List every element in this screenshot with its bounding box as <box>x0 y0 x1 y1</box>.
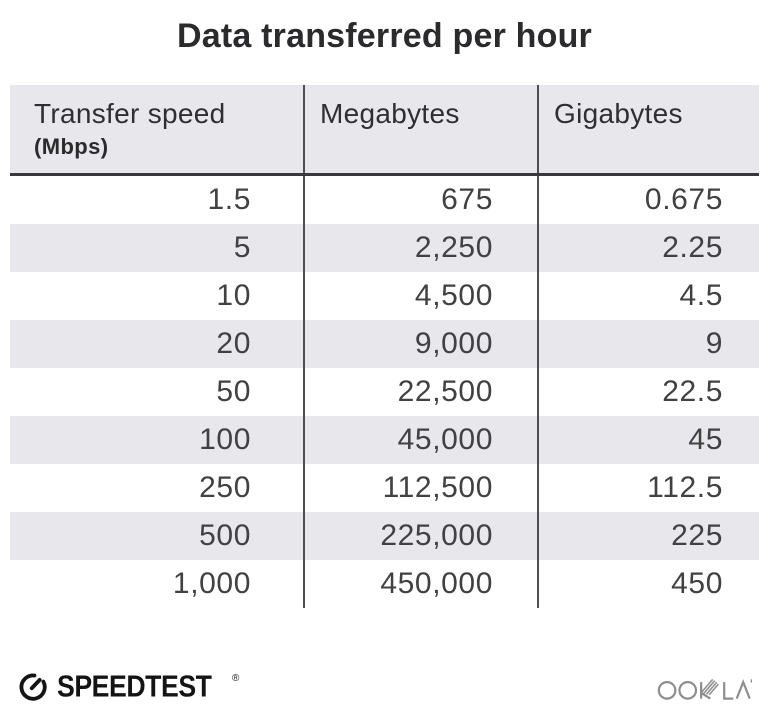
cell-megabytes: 4,500 <box>303 272 537 320</box>
speedtest-logo: SPEEDTEST ® <box>18 669 240 704</box>
column-header-megabytes: Megabytes <box>303 85 537 173</box>
footer: SPEEDTEST ® OOKLA <box>0 666 769 708</box>
cell-megabytes: 112,500 <box>303 464 537 512</box>
cell-speed: 10 <box>216 279 251 312</box>
speedtest-wordmark: SPEEDTEST <box>57 669 212 704</box>
cell-speed: 50 <box>216 375 251 408</box>
cell-megabytes: 22,500 <box>303 368 537 416</box>
page-title: Data transferred per hour <box>177 17 592 55</box>
table-row: 250 112,500 112.5 <box>10 464 759 512</box>
cell-speed: 1,000 <box>172 567 251 600</box>
speedtest-gauge-icon <box>19 673 47 701</box>
ookla-wordmark <box>657 678 753 700</box>
cell-gigabytes: 450 <box>537 560 759 608</box>
cell-gigabytes: 2.25 <box>537 224 759 272</box>
cell-megabytes: 2,250 <box>303 224 537 272</box>
cell-megabytes: 45,000 <box>303 416 537 464</box>
table-row: 500 225,000 225 <box>10 512 759 560</box>
cell-speed: 500 <box>199 519 251 552</box>
table-header-row: Transfer speed (Mbps) Megabytes Gigabyte… <box>10 85 759 176</box>
cell-megabytes: 9,000 <box>303 320 537 368</box>
cell-gigabytes: 225 <box>537 512 759 560</box>
table-row: 1.5 675 0.675 <box>10 176 759 224</box>
column-header-transfer-speed-label: Transfer speed <box>34 98 226 129</box>
registered-trademark-symbol: ® <box>231 672 240 684</box>
cell-gigabytes: 9 <box>537 320 759 368</box>
cell-speed: 100 <box>199 423 251 456</box>
cell-speed: 20 <box>216 327 251 360</box>
data-table: Transfer speed (Mbps) Megabytes Gigabyte… <box>10 85 759 608</box>
column-header-transfer-speed-unit: (Mbps) <box>34 134 109 159</box>
column-header-transfer-speed: Transfer speed (Mbps) <box>10 85 303 173</box>
table-row: 100 45,000 45 <box>10 416 759 464</box>
cell-speed: 5 <box>233 231 251 264</box>
cell-gigabytes: 45 <box>537 416 759 464</box>
table-row: 1,000 450,000 450 <box>10 560 759 608</box>
cell-gigabytes: 0.675 <box>537 176 759 224</box>
cell-gigabytes: 22.5 <box>537 368 759 416</box>
cell-megabytes: 225,000 <box>303 512 537 560</box>
table-row: 20 9,000 9 <box>10 320 759 368</box>
cell-speed: 1.5 <box>207 183 251 216</box>
table-row: 10 4,500 4.5 <box>10 272 759 320</box>
ookla-logo: OOKLA <box>657 673 753 701</box>
cell-speed: 250 <box>199 471 251 504</box>
column-header-gigabytes: Gigabytes <box>537 85 759 173</box>
cell-gigabytes: 112.5 <box>537 464 759 512</box>
cell-gigabytes: 4.5 <box>537 272 759 320</box>
cell-megabytes: 450,000 <box>303 560 537 608</box>
table-row: 5 2,250 2.25 <box>10 224 759 272</box>
cell-megabytes: 675 <box>303 176 537 224</box>
table-row: 50 22,500 22.5 <box>10 368 759 416</box>
